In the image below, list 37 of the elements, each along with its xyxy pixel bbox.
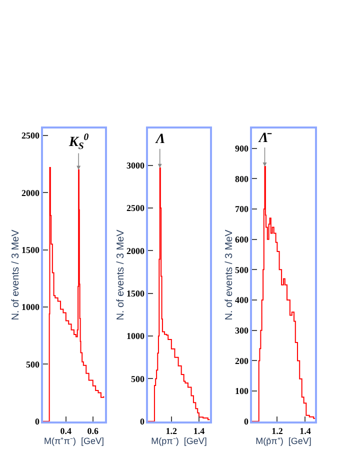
y-tick-label: 700 [234, 204, 249, 214]
x-tick-label: 1.4 [193, 426, 206, 436]
annotation: Λ [155, 132, 166, 147]
x-tick-label: 1.4 [300, 426, 312, 436]
y-tick-label: 1000 [21, 302, 40, 312]
y-tick-label: 200 [234, 356, 249, 366]
x-tick-label: 0.6 [87, 426, 99, 436]
y-tick-label: 0 [34, 416, 40, 427]
y-tick-label: 600 [234, 234, 249, 244]
y-tick-label: 1500 [21, 244, 40, 255]
x-axis-title: M(p̄π⁺) [GeV] [256, 436, 312, 446]
y-tick-label: 500 [26, 359, 40, 370]
y-tick-label: 1500 [126, 288, 145, 298]
y-tick-label: 500 [234, 264, 249, 275]
y-tick-label: 100 [234, 386, 249, 396]
x-tick-label: 1.2 [272, 426, 284, 436]
y-axis-title: N. of events / 3 MeV [115, 229, 126, 320]
y-tick-label: 2500 [126, 203, 145, 214]
x-axis-title: M(pπ⁻) [GeV] [151, 436, 207, 446]
y-axis-title: N. of events / 3 MeV [10, 229, 22, 320]
y-tick-label: 0 [140, 416, 145, 427]
y-tick-label: 2000 [126, 246, 145, 256]
y-tick-label: 0 [244, 416, 249, 427]
y-tick-label: 3000 [126, 160, 145, 170]
x-tick-label: 1.2 [166, 426, 178, 436]
y-axis-title: N. of events / 3 MeV [224, 229, 235, 320]
annotation: Λ̄ [258, 131, 272, 146]
y-tick-label: 500 [130, 374, 145, 384]
x-tick-label: 0.4 [60, 426, 72, 436]
y-tick-label: 2000 [21, 188, 40, 198]
y-tick-label: 900 [234, 143, 249, 154]
x-axis-title: M(π⁺π⁻) [GeV] [44, 436, 104, 446]
y-tick-label: 800 [234, 174, 249, 184]
y-tick-label: 400 [234, 295, 249, 306]
y-tick-label: 300 [234, 326, 249, 336]
y-tick-label: 1000 [126, 331, 145, 342]
y-tick-label: 2500 [21, 130, 40, 141]
